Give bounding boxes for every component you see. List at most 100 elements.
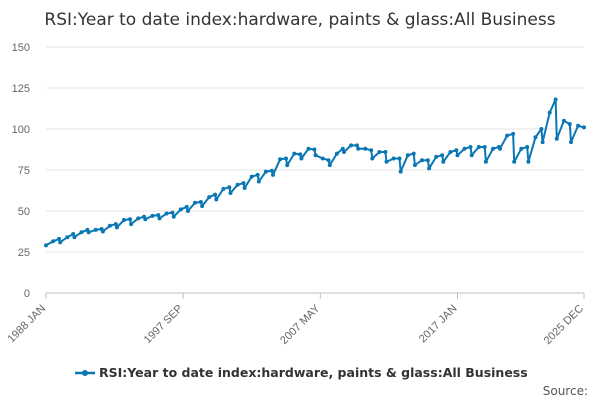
data-point[interactable] bbox=[425, 158, 430, 163]
data-point[interactable] bbox=[213, 192, 218, 197]
data-point[interactable] bbox=[241, 181, 246, 186]
data-point[interactable] bbox=[200, 204, 205, 209]
data-point[interactable] bbox=[184, 204, 189, 209]
data-point[interactable] bbox=[340, 146, 345, 151]
data-point[interactable] bbox=[129, 222, 134, 227]
data-point[interactable] bbox=[113, 222, 118, 227]
data-point[interactable] bbox=[349, 143, 354, 148]
data-point[interactable] bbox=[533, 135, 538, 140]
data-point[interactable] bbox=[214, 197, 219, 202]
data-point[interactable] bbox=[448, 150, 453, 154]
data-point[interactable] bbox=[411, 151, 416, 156]
data-point[interactable] bbox=[455, 153, 460, 158]
data-point[interactable] bbox=[312, 147, 317, 152]
data-point[interactable] bbox=[185, 209, 190, 213]
data-point[interactable] bbox=[526, 159, 531, 164]
legend[interactable]: RSI:Year to date index:hardware, paints … bbox=[75, 365, 528, 380]
data-point[interactable] bbox=[299, 156, 304, 161]
data-point[interactable] bbox=[363, 146, 368, 151]
data-point[interactable] bbox=[334, 151, 339, 156]
data-point[interactable] bbox=[271, 172, 275, 177]
data-point[interactable] bbox=[582, 125, 586, 130]
data-point[interactable] bbox=[434, 154, 439, 159]
data-point[interactable] bbox=[122, 218, 126, 222]
data-point[interactable] bbox=[398, 169, 403, 174]
data-point[interactable] bbox=[86, 230, 91, 235]
data-point[interactable] bbox=[100, 229, 105, 234]
data-point[interactable] bbox=[539, 127, 544, 131]
data-point[interactable] bbox=[51, 239, 56, 244]
data-point[interactable] bbox=[356, 146, 361, 151]
data-point[interactable] bbox=[468, 145, 473, 149]
data-point[interactable] bbox=[498, 146, 502, 151]
data-point[interactable] bbox=[228, 191, 233, 195]
data-point[interactable] bbox=[561, 118, 566, 123]
data-point[interactable] bbox=[227, 185, 232, 190]
data-point[interactable] bbox=[242, 186, 247, 190]
data-point[interactable] bbox=[454, 148, 459, 153]
data-point[interactable] bbox=[569, 140, 573, 145]
data-point[interactable] bbox=[441, 159, 446, 164]
data-point[interactable] bbox=[306, 146, 311, 151]
data-point[interactable] bbox=[255, 172, 260, 177]
data-point[interactable] bbox=[369, 148, 374, 153]
data-point[interactable] bbox=[164, 211, 169, 216]
data-point[interactable] bbox=[553, 97, 558, 102]
data-point[interactable] bbox=[193, 200, 197, 205]
data-point[interactable] bbox=[136, 216, 141, 221]
data-point[interactable] bbox=[44, 243, 48, 248]
data-point[interactable] bbox=[469, 153, 474, 158]
data-point[interactable] bbox=[170, 210, 175, 215]
data-point[interactable] bbox=[342, 150, 346, 154]
data-point[interactable] bbox=[567, 122, 572, 127]
data-point[interactable] bbox=[207, 195, 212, 200]
data-point[interactable] bbox=[427, 166, 432, 171]
data-point[interactable] bbox=[93, 227, 98, 232]
data-point[interactable] bbox=[420, 158, 424, 163]
data-point[interactable] bbox=[150, 213, 155, 218]
data-point[interactable] bbox=[198, 200, 203, 204]
data-point[interactable] bbox=[313, 153, 318, 158]
data-point[interactable] bbox=[292, 151, 297, 156]
data-point[interactable] bbox=[355, 143, 359, 148]
data-point[interactable] bbox=[383, 150, 388, 154]
data-point[interactable] bbox=[249, 174, 254, 179]
data-point[interactable] bbox=[221, 186, 226, 191]
data-point[interactable] bbox=[65, 235, 70, 240]
data-point[interactable] bbox=[519, 146, 524, 151]
data-point[interactable] bbox=[79, 230, 84, 235]
data-point[interactable] bbox=[384, 159, 389, 164]
data-point[interactable] bbox=[405, 153, 410, 158]
data-point[interactable] bbox=[412, 163, 417, 168]
data-point[interactable] bbox=[512, 159, 517, 164]
data-point[interactable] bbox=[491, 146, 495, 151]
data-point[interactable] bbox=[440, 153, 445, 158]
data-point[interactable] bbox=[483, 159, 488, 164]
data-point[interactable] bbox=[178, 207, 183, 212]
data-point[interactable] bbox=[269, 168, 274, 173]
data-point[interactable] bbox=[547, 110, 552, 115]
data-point[interactable] bbox=[326, 158, 331, 163]
data-point[interactable] bbox=[57, 236, 61, 241]
data-point[interactable] bbox=[462, 146, 467, 151]
data-point[interactable] bbox=[576, 123, 581, 128]
data-point[interactable] bbox=[235, 182, 240, 187]
data-point[interactable] bbox=[298, 152, 303, 157]
data-point[interactable] bbox=[327, 163, 332, 168]
data-point[interactable] bbox=[128, 217, 132, 222]
data-point[interactable] bbox=[263, 169, 268, 174]
data-point[interactable] bbox=[72, 235, 77, 240]
data-point[interactable] bbox=[482, 145, 487, 149]
data-point[interactable] bbox=[397, 156, 402, 161]
data-point[interactable] bbox=[71, 232, 76, 236]
data-point[interactable] bbox=[505, 133, 510, 138]
data-point[interactable] bbox=[157, 216, 162, 221]
data-point[interactable] bbox=[143, 217, 148, 222]
data-point[interactable] bbox=[278, 157, 283, 162]
data-point[interactable] bbox=[114, 225, 119, 230]
data-point[interactable] bbox=[511, 131, 516, 136]
data-point[interactable] bbox=[525, 145, 530, 149]
data-point[interactable] bbox=[370, 156, 375, 161]
data-point[interactable] bbox=[284, 156, 288, 161]
data-point[interactable] bbox=[554, 136, 559, 141]
